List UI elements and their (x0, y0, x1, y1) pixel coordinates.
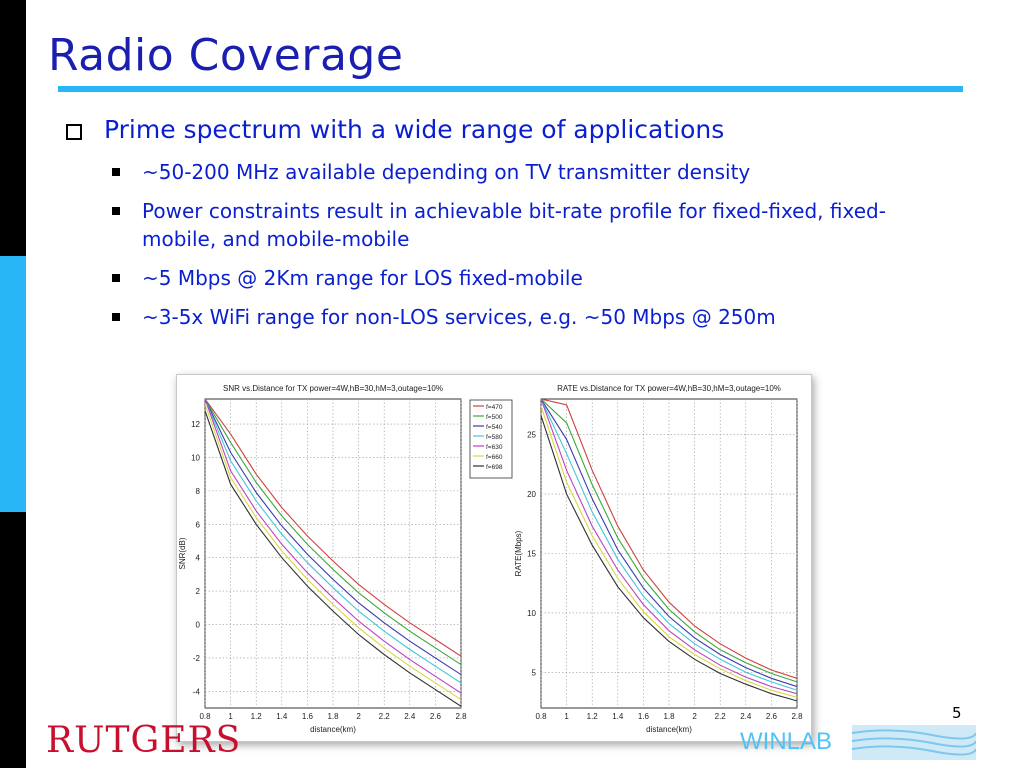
rate-xtick-label: 1.6 (638, 712, 650, 721)
snr-ytick-label: -4 (193, 687, 201, 696)
snr-ytick-label: 8 (196, 487, 201, 496)
bullet-level2: ~5 Mbps @ 2Km range for LOS fixed-mobile (112, 264, 960, 292)
snr-ytick-label: 0 (196, 620, 201, 629)
legend-label: f=470 (486, 404, 503, 411)
rate-series-line (541, 399, 797, 683)
bullet-text: Power constraints result in achievable b… (142, 199, 886, 251)
left-accent-bar (0, 256, 26, 512)
bullet-level2: ~50-200 MHz available depending on TV tr… (112, 158, 960, 186)
rate-series-line (541, 399, 797, 679)
rate-yaxis-label: RATE(Mbps) (514, 530, 523, 576)
page-number: 5 (952, 704, 962, 722)
charts-svg: SNR vs.Distance for TX power=4W,hB=30,hM… (178, 384, 803, 734)
legend-label: f=660 (486, 454, 503, 461)
rutgers-logo: RUTGERS (46, 720, 242, 761)
snr-ytick-label: 2 (196, 587, 201, 596)
slide-title: Radio Coverage (48, 30, 404, 81)
rate-ytick-label: 10 (527, 609, 536, 618)
square-bullet-icon (112, 313, 120, 321)
snr-ytick-label: 10 (191, 453, 200, 462)
winlab-logo: WINLAB (740, 728, 833, 755)
bullet-level1: Prime spectrum with a wide range of appl… (60, 115, 960, 144)
snr-series-line (205, 410, 461, 707)
snr-yaxis-label: SNR(dB) (178, 537, 187, 569)
rate-xtick-label: 1.8 (663, 712, 675, 721)
rate-series-line (541, 399, 797, 688)
snr-xtick-label: 2.4 (404, 712, 416, 721)
bullet-list: Prime spectrum with a wide range of appl… (60, 115, 960, 342)
legend-label: f=500 (486, 414, 503, 421)
rate-xtick-label: 1.2 (587, 712, 599, 721)
hollow-square-bullet-icon (66, 124, 82, 140)
legend-label: f=540 (486, 424, 503, 431)
rate-xtick-label: 2.2 (715, 712, 727, 721)
rate-xtick-label: 2.4 (740, 712, 752, 721)
rate-xtick-label: 2.8 (791, 712, 803, 721)
rate-ytick-label: 15 (527, 550, 536, 559)
snr-chart-title: SNR vs.Distance for TX power=4W,hB=30,hM… (223, 384, 443, 393)
snr-xtick-label: 2.8 (455, 712, 467, 721)
winlab-waves-icon (852, 725, 976, 760)
chart-legend (469, 399, 513, 479)
snr-xtick-label: 2.2 (379, 712, 391, 721)
snr-xtick-label: 1.4 (276, 712, 288, 721)
square-bullet-icon (112, 168, 120, 176)
snr-series-line (205, 399, 461, 676)
rate-chart-title: RATE vs.Distance for TX power=4W,hB=30,h… (557, 384, 781, 393)
rate-series-line (541, 405, 797, 698)
legend-label: f=630 (486, 444, 503, 451)
snr-ytick-label: -2 (193, 654, 201, 663)
rate-series-line (541, 399, 797, 695)
snr-xtick-label: 2.6 (430, 712, 442, 721)
bullet-text: ~5 Mbps @ 2Km range for LOS fixed-mobile (142, 266, 583, 290)
rate-xaxis-label: distance(km) (646, 725, 692, 734)
legend-label: f=698 (486, 464, 503, 471)
snr-ytick-label: 12 (191, 420, 200, 429)
snr-xtick-label: 1.2 (251, 712, 263, 721)
snr-xtick-label: 2 (356, 712, 361, 721)
snr-series-line (205, 403, 461, 701)
rate-ytick-label: 20 (527, 490, 536, 499)
snr-ytick-label: 6 (196, 520, 201, 529)
rate-xtick-label: 1.4 (612, 712, 624, 721)
snr-series-line (205, 399, 461, 666)
rate-xtick-label: 0.8 (535, 712, 547, 721)
snr-xtick-label: 0.8 (199, 712, 211, 721)
rate-ytick-label: 5 (532, 668, 537, 677)
snr-xtick-label: 1 (228, 712, 233, 721)
rate-xtick-label: 2.6 (766, 712, 778, 721)
rate-series-line (541, 399, 797, 691)
bullet-text: Prime spectrum with a wide range of appl… (104, 115, 725, 144)
rate-xtick-label: 2 (692, 712, 697, 721)
rate-xtick-label: 1 (564, 712, 569, 721)
snr-xtick-label: 1.6 (302, 712, 314, 721)
bullet-level2: Power constraints result in achievable b… (112, 197, 960, 253)
bullet-level2: ~3-5x WiFi range for non-LOS services, e… (112, 303, 960, 331)
chart-figure: SNR vs.Distance for TX power=4W,hB=30,hM… (176, 374, 812, 742)
rate-series-line (541, 415, 797, 702)
snr-series-line (205, 399, 461, 657)
title-underline (58, 86, 963, 92)
square-bullet-icon (112, 274, 120, 282)
snr-ytick-label: 4 (196, 554, 201, 563)
snr-xaxis-label: distance(km) (310, 725, 356, 734)
rate-ytick-label: 25 (527, 431, 536, 440)
snr-series-line (205, 399, 461, 694)
bullet-text: ~3-5x WiFi range for non-LOS services, e… (142, 305, 776, 329)
legend-label: f=580 (486, 434, 503, 441)
snr-series-line (205, 399, 461, 684)
snr-xtick-label: 1.8 (327, 712, 339, 721)
bullet-text: ~50-200 MHz available depending on TV tr… (142, 160, 751, 184)
square-bullet-icon (112, 207, 120, 215)
